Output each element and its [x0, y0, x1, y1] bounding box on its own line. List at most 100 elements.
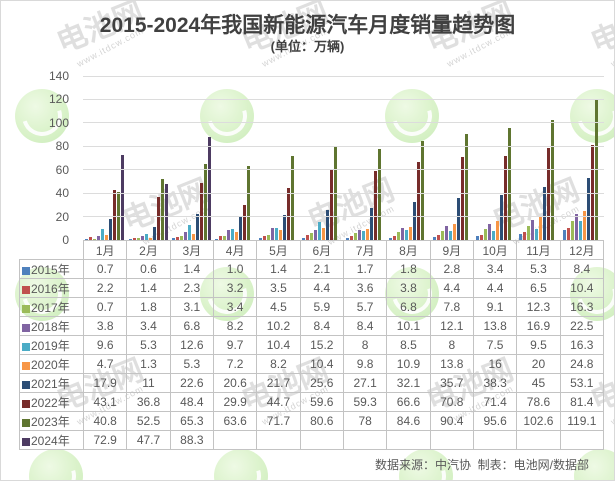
bar-2020年: [582, 210, 586, 240]
table-row: 2016年 2.2 1.4 2.3 3.2 3.5 4.4 3.6 3.8 4.4 4.4 6.5 10…: [19, 278, 605, 298]
value-cell: 21.7: [256, 373, 301, 393]
chart-title: 2015-2024年我国新能源汽车月度销量趋势图: [99, 14, 516, 37]
bar-2017年: [266, 234, 270, 240]
year-label-cell: 2024年: [19, 430, 84, 450]
month-header-cell: 4月: [212, 240, 258, 260]
y-tick-label: 140: [48, 69, 69, 83]
month-header-cell: 9月: [429, 240, 474, 260]
value-cell: 15.2: [299, 335, 344, 355]
value-cell: 10.4: [559, 278, 605, 298]
bar-2018年: [574, 213, 578, 240]
legend-swatch: [22, 323, 30, 332]
value-cell: 2.3: [169, 278, 214, 298]
bar-2024年: [121, 154, 125, 240]
year-label-cell: 2019年: [19, 335, 84, 355]
bar-2022年: [460, 157, 464, 240]
value-cell: 20: [516, 354, 561, 374]
value-cell: 35.7: [429, 373, 474, 393]
bar-2023年: [160, 178, 164, 240]
bar-2018年: [97, 235, 101, 240]
value-cell: 9.7: [212, 335, 258, 355]
bar-2016年: [349, 235, 353, 240]
bar-2016年: [480, 234, 483, 240]
month-header-cell: 12月: [559, 240, 605, 260]
bar-2016年: [219, 236, 223, 240]
value-cell: 13.8: [472, 316, 518, 336]
year-label: 2024年: [31, 433, 70, 448]
value-cell: 1.8: [386, 259, 431, 279]
value-cell: 84.6: [386, 411, 431, 431]
month-header-cell: 8月: [386, 240, 431, 260]
table-row: 2024年 72.9 47.7 88.3: [19, 430, 605, 450]
value-cell: 1.4: [169, 259, 214, 279]
gridline: [83, 98, 604, 100]
bar-2015年: [215, 238, 219, 240]
gridline: [83, 122, 604, 124]
value-cell: [212, 430, 258, 450]
bar-2019年: [405, 230, 409, 240]
value-cell: 8: [429, 335, 474, 355]
value-cell: 8.2: [256, 354, 301, 374]
value-cell: 2.2: [82, 278, 128, 298]
value-cell: 4.7: [82, 354, 128, 374]
bar-2015年: [519, 233, 523, 240]
bar-2015年: [172, 238, 176, 240]
bar-2021年: [239, 215, 243, 240]
value-cell: [342, 430, 388, 450]
value-cell: 1.4: [256, 259, 301, 279]
value-cell: 9.6: [82, 335, 128, 355]
value-cell: 71.4: [472, 392, 518, 412]
watermark-logo-icon: [29, 449, 83, 480]
bar-group: [126, 76, 169, 240]
value-cell: 47.7: [126, 430, 171, 450]
bar-2021年: [369, 208, 373, 240]
year-label: 2017年: [31, 300, 70, 315]
year-label-cell: 2016年: [19, 278, 84, 298]
bar-2023年: [551, 119, 555, 240]
value-cell: 12.6: [169, 335, 214, 355]
bar-2022年: [547, 147, 551, 240]
legend-swatch: [22, 437, 30, 446]
gridline: [83, 216, 604, 218]
bar-2023年: [508, 128, 511, 240]
value-cell: [386, 430, 431, 450]
bar-2020年: [496, 221, 499, 240]
value-cell: 17.9: [82, 373, 128, 393]
bar-2016年: [176, 237, 180, 240]
value-cell: 1.3: [126, 354, 171, 374]
bar-2016年: [89, 237, 93, 240]
y-tick-label: 80: [55, 139, 69, 154]
y-axis: 0 20 40 60 80 100 120 140: [1, 69, 73, 247]
value-cell: 63.6: [212, 411, 258, 431]
value-cell: 90.4: [429, 411, 474, 431]
legend-swatch: [22, 361, 30, 370]
value-cell: 4.4: [429, 278, 474, 298]
value-cell: 9.1: [472, 297, 518, 317]
bar-2020年: [148, 238, 152, 240]
bar-2022年: [590, 144, 594, 240]
bar-2018年: [531, 220, 535, 240]
value-cell: 5.3: [516, 259, 561, 279]
bar-2017年: [136, 237, 140, 240]
year-label-cell: 2020年: [19, 354, 84, 374]
bar-2019年: [535, 228, 539, 240]
value-cell: 16.3: [559, 335, 605, 355]
value-cell: 11: [126, 373, 171, 393]
bar-2020年: [192, 233, 196, 240]
bar-2022年: [373, 170, 377, 240]
value-cell: 70.8: [429, 392, 474, 412]
bar-2020年: [409, 227, 413, 240]
bar-2017年: [527, 225, 531, 240]
value-cell: 78: [342, 411, 388, 431]
legend-swatch: [22, 266, 30, 275]
bar-2024年: [208, 136, 212, 240]
value-cell: 3.2: [212, 278, 258, 298]
bar-2018年: [444, 225, 448, 240]
bar-2021年: [109, 219, 113, 240]
bar-2022年: [200, 183, 204, 240]
bar-2021年: [500, 195, 503, 240]
value-cell: [256, 430, 301, 450]
value-cell: 0.7: [82, 297, 128, 317]
bar-2023年: [464, 134, 468, 240]
bar-2020年: [235, 231, 239, 240]
